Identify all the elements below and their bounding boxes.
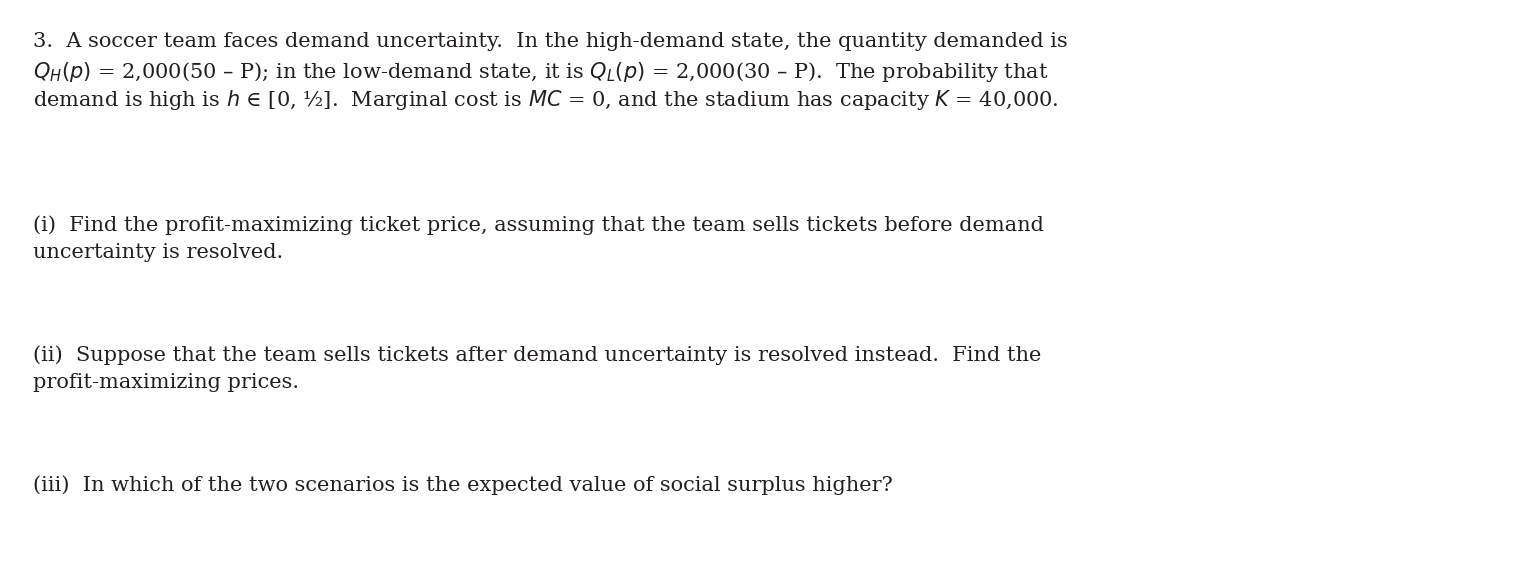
Text: uncertainty is resolved.: uncertainty is resolved. — [33, 243, 284, 262]
Text: demand is high is $h$ ∈ [0, ½].  Marginal cost is $MC$ = 0, and the stadium has : demand is high is $h$ ∈ [0, ½]. Marginal… — [33, 88, 1060, 112]
Text: (iii)  In which of the two scenarios is the expected value of social surplus hig: (iii) In which of the two scenarios is t… — [33, 475, 893, 495]
Text: 3.  A soccer team faces demand uncertainty.  In the high-demand state, the quant: 3. A soccer team faces demand uncertaint… — [33, 32, 1069, 51]
Text: $Q_H(p)$ = 2,000(50 – P); in the low-demand state, it is $Q_L(p)$ = 2,000(30 – P: $Q_H(p)$ = 2,000(50 – P); in the low-dem… — [33, 60, 1049, 84]
Text: (i)  Find the profit-maximizing ticket price, assuming that the team sells ticke: (i) Find the profit-maximizing ticket pr… — [33, 215, 1044, 234]
Text: (ii)  Suppose that the team sells tickets after demand uncertainty is resolved i: (ii) Suppose that the team sells tickets… — [33, 345, 1041, 365]
Text: profit-maximizing prices.: profit-maximizing prices. — [33, 373, 299, 392]
